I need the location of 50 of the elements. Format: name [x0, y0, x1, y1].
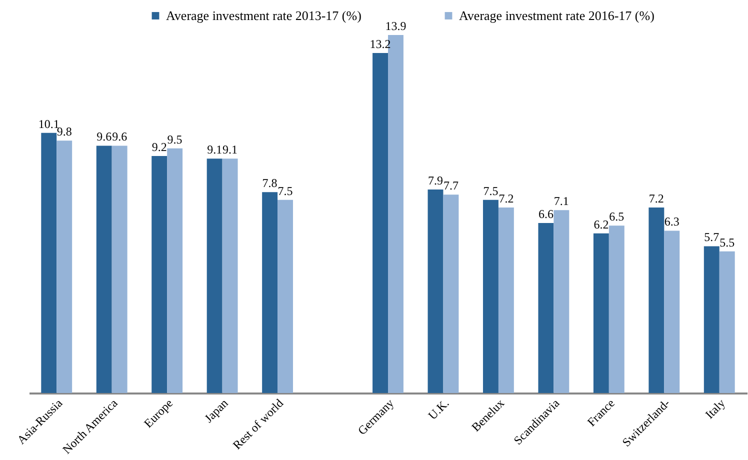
bar: [428, 190, 444, 393]
bar: [372, 53, 388, 393]
bar: [664, 230, 680, 393]
bar: [112, 146, 128, 393]
bar: [96, 146, 112, 393]
bar: [704, 246, 720, 393]
data-label: 7.2: [498, 192, 514, 206]
bar: [554, 210, 570, 393]
data-label: 7.9: [428, 174, 443, 188]
bar: [206, 158, 222, 393]
bar: [538, 223, 554, 393]
legend-label: Average investment rate 2016-17 (%): [459, 8, 654, 23]
data-label: 13.2: [370, 37, 391, 52]
bar: [262, 192, 278, 393]
data-label: 9.2: [152, 140, 167, 154]
data-label: 6.2: [594, 217, 609, 232]
data-label: 6.5: [609, 210, 624, 224]
data-label: 6.3: [664, 214, 680, 229]
data-label: 9.8: [56, 124, 72, 139]
bar: [222, 158, 238, 393]
data-label: 13.9: [385, 19, 406, 33]
data-label: 7.8: [262, 176, 278, 190]
data-label: 9.5: [167, 132, 182, 146]
data-label: 7.7: [443, 178, 458, 193]
bar: [167, 148, 183, 393]
bar: [443, 194, 459, 393]
bar: [648, 208, 664, 393]
bar: [593, 233, 609, 393]
bar: [482, 200, 498, 393]
data-label: 9.1: [222, 142, 238, 157]
x-tick-label: Italy: [702, 396, 728, 422]
bar: [152, 156, 168, 393]
data-label: 9.6: [96, 130, 112, 144]
data-label: 9.1: [207, 142, 222, 157]
bar: [498, 208, 514, 393]
data-label: 5.5: [720, 235, 735, 250]
data-label: 6.6: [538, 207, 554, 222]
data-label: 7.2: [648, 192, 664, 206]
bar: [719, 251, 735, 393]
data-label: 7.5: [483, 184, 498, 198]
bar: [56, 140, 72, 393]
legend-label: Average investment rate 2013-17 (%): [166, 8, 362, 23]
data-label: 9.6: [112, 130, 128, 144]
data-label: 7.1: [554, 194, 569, 208]
bar: [278, 200, 294, 393]
bar: [41, 132, 57, 393]
x-tick-label: U.K.: [425, 396, 452, 422]
bar: [608, 226, 624, 393]
data-label: 5.7: [704, 230, 720, 244]
data-label: 7.5: [278, 184, 293, 198]
